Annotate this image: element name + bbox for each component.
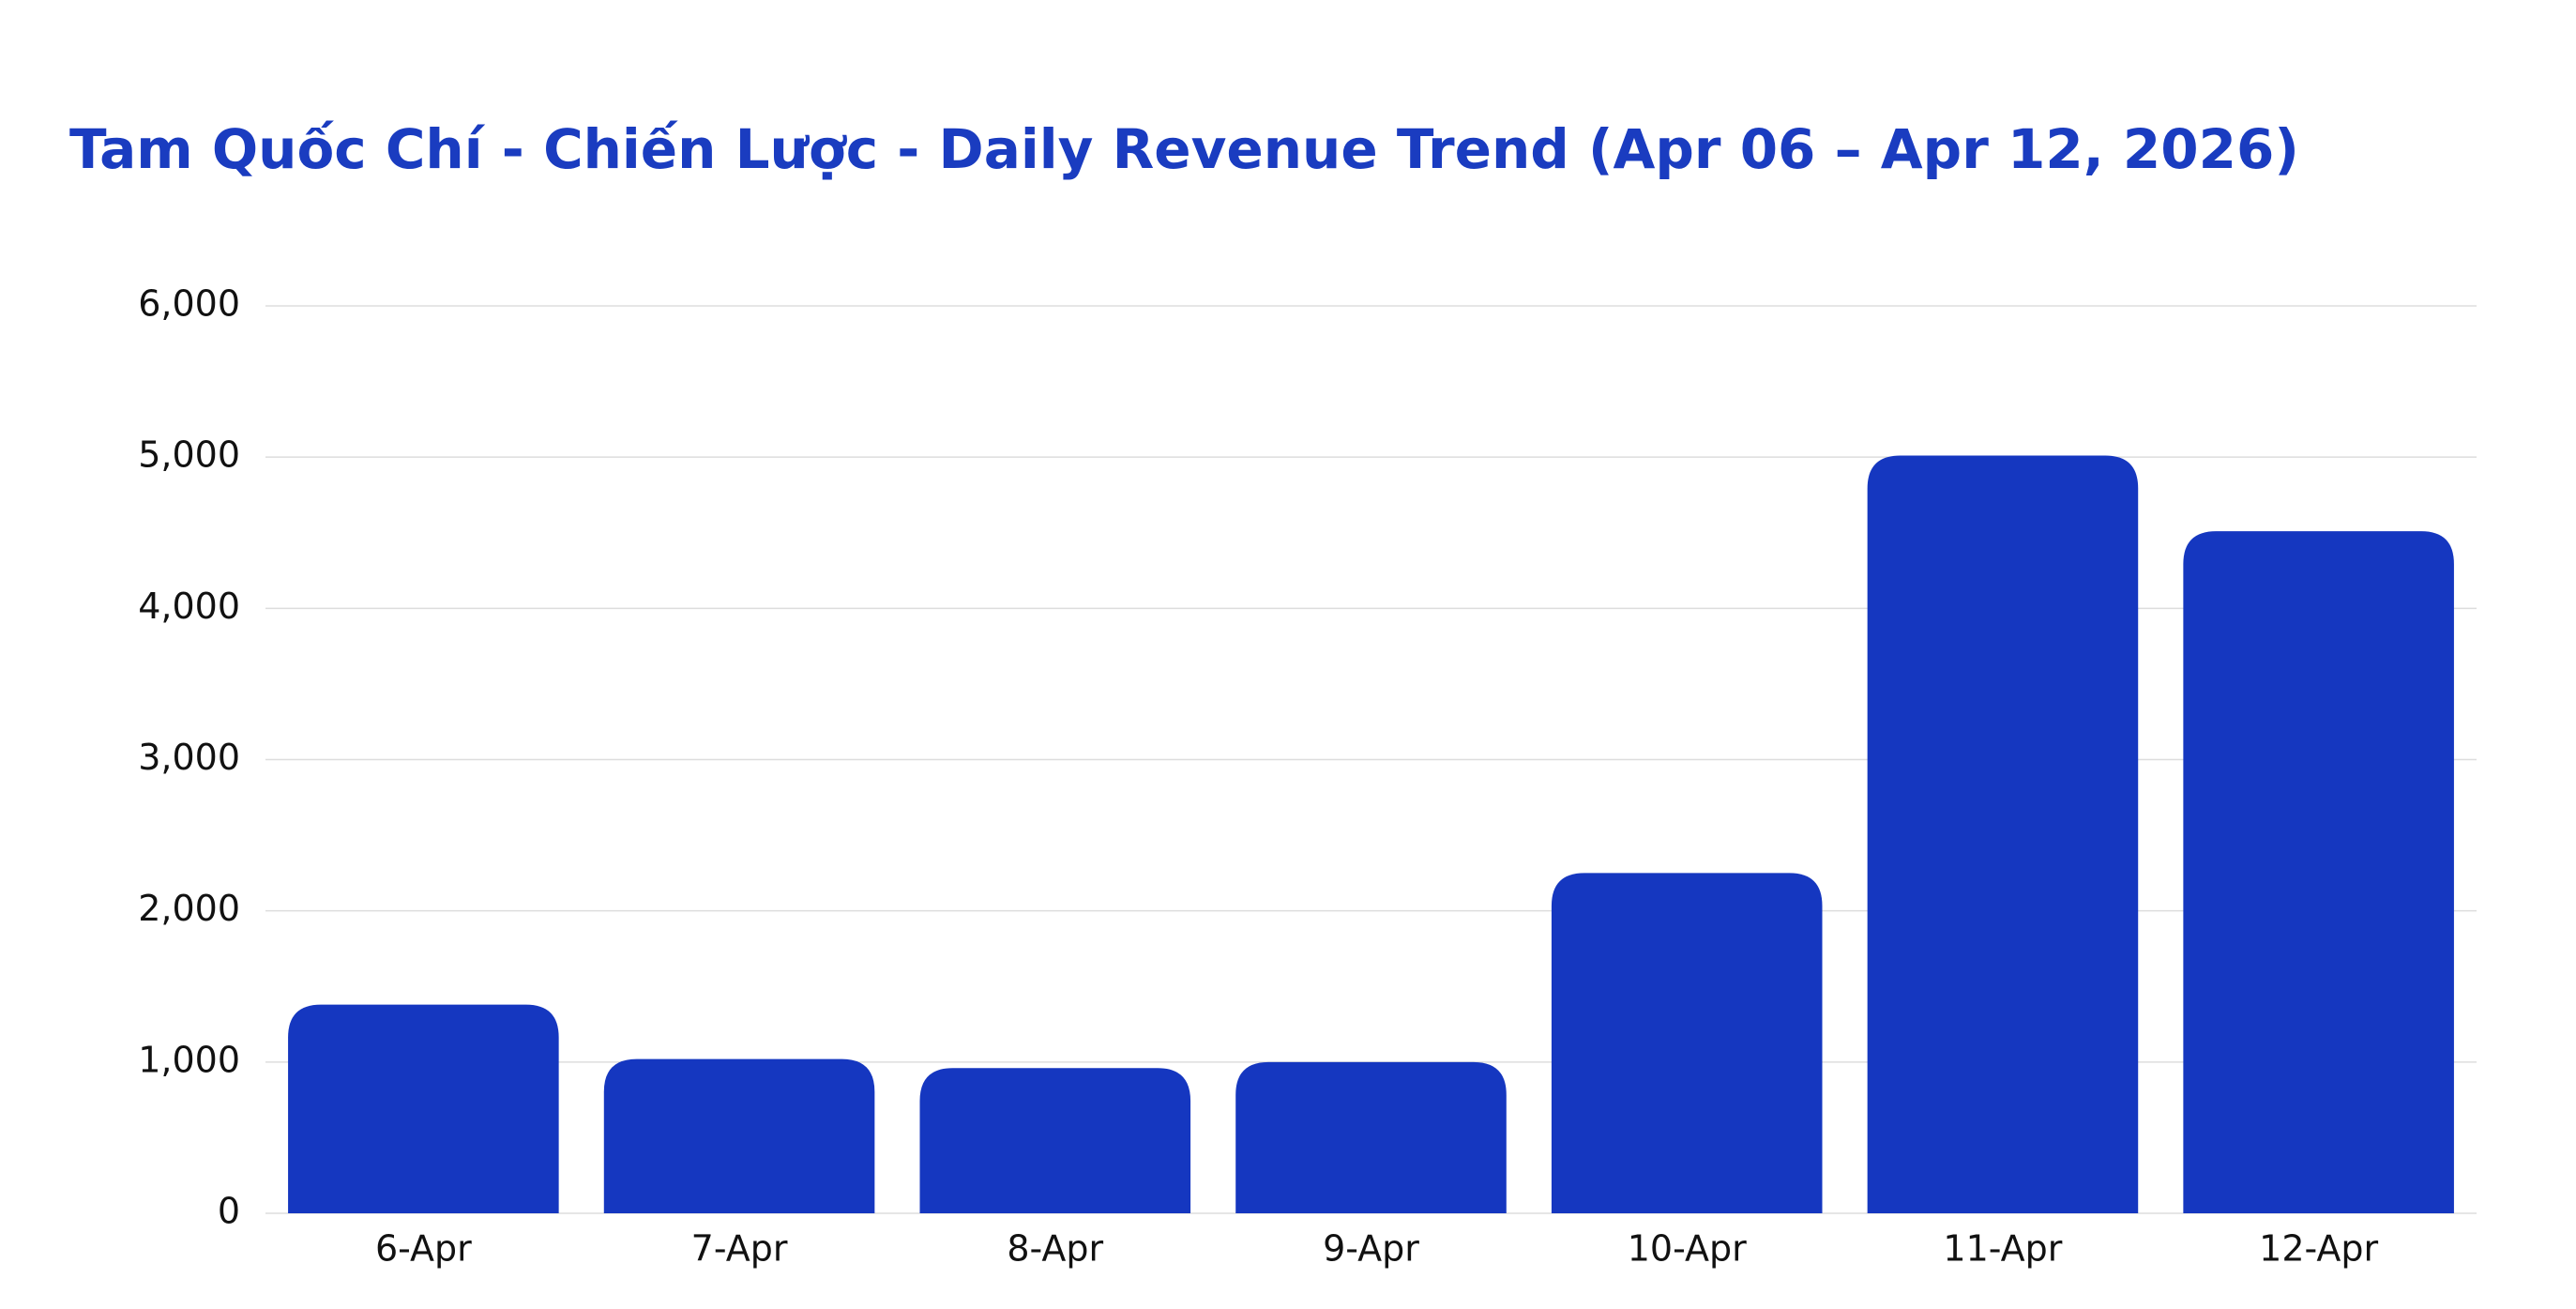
y-tick-label: 0 bbox=[218, 1191, 240, 1232]
y-tick-label: 4,000 bbox=[138, 586, 240, 627]
x-tick-label: 7-Apr bbox=[691, 1228, 788, 1270]
x-tick-label: 8-Apr bbox=[1007, 1228, 1103, 1270]
x-tick-label: 9-Apr bbox=[1323, 1228, 1419, 1270]
y-tick-label: 2,000 bbox=[138, 888, 240, 929]
y-tick-label: 5,000 bbox=[138, 434, 240, 476]
x-tick-label: 10-Apr bbox=[1628, 1228, 1747, 1270]
y-tick-label: 6,000 bbox=[138, 283, 240, 325]
x-tick-label: 11-Apr bbox=[1943, 1228, 2062, 1270]
bar bbox=[288, 1004, 559, 1213]
y-tick-label: 3,000 bbox=[138, 737, 240, 778]
bar bbox=[1867, 455, 2139, 1213]
bar bbox=[919, 1068, 1191, 1213]
chart-title: Tam Quốc Chí - Chiến Lược - Daily Revenu… bbox=[69, 117, 2299, 181]
y-tick-label: 1,000 bbox=[138, 1039, 240, 1080]
bar bbox=[603, 1058, 875, 1213]
x-tick-label: 6-Apr bbox=[375, 1228, 472, 1270]
x-tick-label: 12-Apr bbox=[2259, 1228, 2378, 1270]
bar bbox=[2183, 531, 2454, 1213]
bar bbox=[1551, 873, 1823, 1213]
bar bbox=[1235, 1061, 1507, 1213]
